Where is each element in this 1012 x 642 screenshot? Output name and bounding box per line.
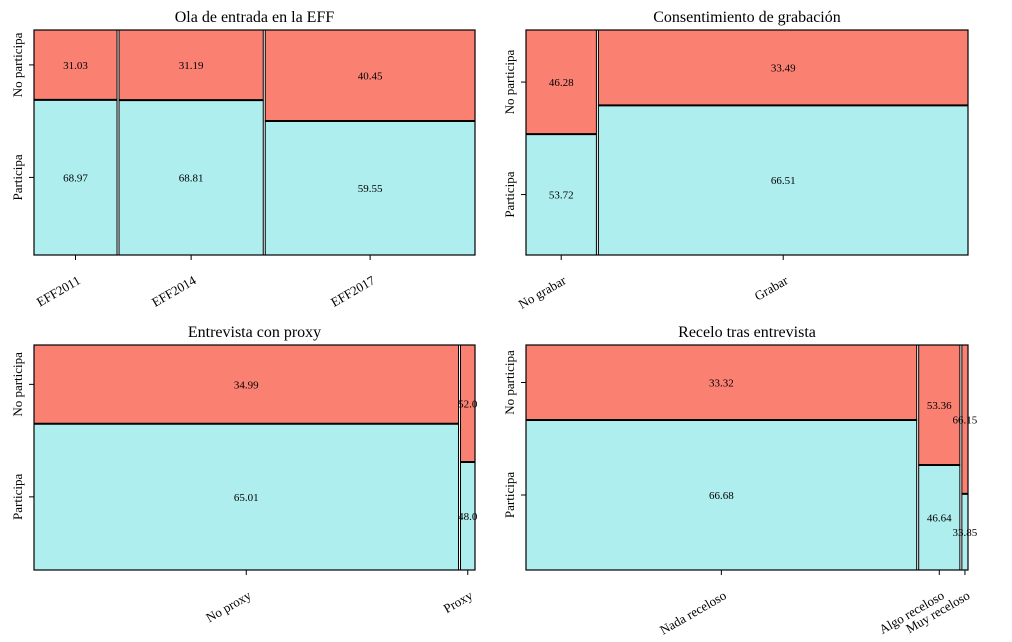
mosaic-chart-2: Consentimiento de grabación 46.28 53.72 No …	[502, 9, 969, 312]
data-label-no-participa: 34.99	[234, 379, 259, 391]
tile-no-participa	[525, 29, 597, 135]
y-tick-label: No participa	[10, 352, 25, 417]
y-tick-label: No participa	[502, 50, 517, 115]
data-label-participa: 66.68	[709, 490, 734, 502]
data-label-participa: 65.01	[234, 492, 259, 504]
plot-frame	[33, 29, 476, 256]
data-label-participa: 46.64	[927, 513, 952, 525]
y-tick-label: Participa	[502, 472, 517, 518]
tile-no-participa	[33, 29, 118, 101]
chart-title: Entrevista con proxy	[188, 324, 321, 341]
tile-participa	[118, 99, 264, 256]
plot-frame	[525, 29, 969, 256]
y-tick-label: No participa	[10, 32, 25, 97]
data-label-participa: 53.72	[549, 190, 574, 202]
y-tick-label: Participa	[10, 154, 25, 200]
data-label-no-participa: 53.36	[927, 400, 952, 412]
x-tick-label: No proxy	[203, 587, 254, 625]
data-label-participa: 59.55	[358, 183, 383, 195]
tile-participa	[33, 99, 118, 256]
x-tick-label: Nada receloso	[657, 588, 729, 638]
data-label-no-participa: 66.15	[953, 414, 978, 426]
data-label-participa: 48.0	[458, 511, 478, 523]
data-label-no-participa: 46.28	[549, 77, 574, 89]
tile-no-participa	[118, 29, 264, 101]
chart-title: Ola de entrada en la EFF	[175, 9, 335, 26]
tile-participa	[264, 120, 476, 256]
data-label-no-participa: 40.45	[358, 71, 383, 83]
tile-participa	[33, 423, 460, 571]
data-label-no-participa: 31.03	[63, 60, 88, 72]
x-tick-label: EFF2011	[34, 273, 83, 310]
tile-no-participa	[918, 344, 961, 466]
data-label-participa: 66.51	[771, 175, 796, 187]
tile-participa	[525, 133, 597, 256]
x-tick-label: EFF2017	[328, 272, 378, 309]
x-tick-label: No grabar	[516, 272, 569, 311]
x-tick-label: EFF2014	[149, 272, 199, 309]
data-label-no-participa: 31.19	[179, 60, 204, 72]
chart-title: Recelo tras entrevista	[678, 324, 816, 341]
data-label-participa: 33.85	[953, 527, 978, 539]
tile-no-participa	[264, 29, 476, 122]
y-tick-label: Participa	[502, 171, 517, 217]
data-label-no-participa: 52.0	[458, 399, 478, 411]
x-tick-label: Proxy	[441, 587, 476, 616]
y-tick-label: No participa	[502, 350, 517, 415]
x-tick-label: Grabar	[752, 272, 791, 303]
tile-participa	[525, 419, 918, 571]
plot-frame	[33, 344, 476, 571]
tile-no-participa	[525, 344, 918, 421]
data-label-participa: 68.81	[179, 173, 204, 185]
data-label-no-participa: 33.49	[771, 63, 796, 75]
tile-participa	[597, 104, 969, 256]
mosaic-chart-1: Ola de entrada en la EFF 31.03 68.97 EFF201…	[10, 9, 476, 310]
plot-frame	[525, 344, 969, 571]
data-label-no-participa: 33.32	[709, 377, 734, 389]
tile-no-participa	[597, 29, 969, 106]
chart-title: Consentimiento de grabación	[653, 9, 841, 26]
tile-no-participa	[33, 344, 460, 425]
mosaic-chart-4: Recelo tras entrevista 33.32 66.68 Nada rec…	[502, 324, 978, 638]
data-label-participa: 68.97	[63, 172, 88, 184]
y-tick-label: Participa	[10, 474, 25, 520]
mosaic-chart-3: Entrevista con proxy 34.99 65.01 No proxy 52…	[10, 324, 478, 625]
